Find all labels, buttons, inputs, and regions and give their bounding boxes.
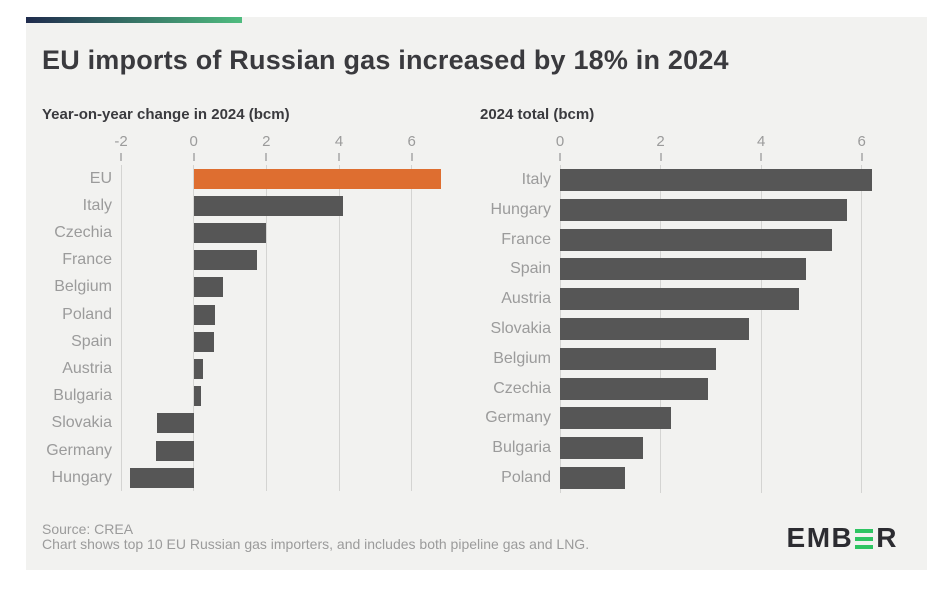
- tick-mark-0: [559, 153, 561, 161]
- row-label-czechia: Czechia: [54, 224, 112, 241]
- tick-label--2: -2: [114, 133, 128, 150]
- logo-text-emb: EMB: [786, 522, 854, 553]
- right-chart-subtitle: 2024 total (bcm): [480, 106, 595, 123]
- gridline-x2: [265, 165, 267, 492]
- bar-austria: [560, 288, 799, 311]
- row-label-eu: EU: [89, 169, 112, 187]
- bar-hungary: [560, 198, 847, 221]
- row-label-spain: Spain: [510, 260, 551, 278]
- tick-label-6: 6: [857, 133, 866, 150]
- row-label-belgium: Belgium: [493, 349, 551, 367]
- tick-label-4: 4: [334, 133, 344, 150]
- yoy-change-bar-chart: -2 0 2 4 6 EU Italy Czechia France Belgium Poland S…: [26, 17, 927, 570]
- row-label-czechia: Czechia: [493, 379, 551, 397]
- bar-czechia: [560, 377, 709, 400]
- bar-bulgaria: [560, 437, 643, 460]
- bar-belgium: [193, 277, 223, 298]
- logo-text-r: R: [876, 522, 898, 553]
- bar-eu: [193, 168, 441, 189]
- logo-e-bars-icon: [855, 528, 874, 550]
- bar-germany: [560, 407, 671, 430]
- bar-austria: [193, 359, 203, 379]
- bar-italy: [560, 168, 872, 191]
- bar-hungary: [130, 467, 194, 488]
- chart-title: EU imports of Russian gas increased by 1…: [42, 45, 729, 75]
- tick-label-6: 6: [407, 133, 416, 150]
- row-label-austria: Austria: [501, 290, 551, 308]
- gridline-x6: [861, 165, 863, 493]
- row-label-slovakia: Slovakia: [51, 414, 112, 432]
- row-label-germany: Germany: [485, 409, 551, 427]
- gridline-x0: [193, 165, 195, 492]
- bar-belgium: [560, 347, 716, 370]
- note-text: Chart shows top 10 EU Russian gas import…: [42, 535, 590, 552]
- row-label-poland: Poland: [501, 468, 551, 486]
- row-label-bulgaria: Bulgaria: [492, 439, 551, 457]
- tick-mark-2: [659, 153, 662, 161]
- row-label-italy: Italy: [82, 196, 112, 214]
- left-chart-subtitle: Year-on-year change in 2024 (bcm): [42, 106, 290, 123]
- row-label-bulgaria: Bulgaria: [53, 387, 112, 405]
- tick-mark-6: [860, 153, 863, 161]
- total-2024-bar-chart: 0 2 4 6 Italy Hungary France Spain Austria Slovak…: [26, 17, 927, 570]
- tick-label-4: 4: [756, 133, 766, 150]
- bar-slovakia: [560, 317, 749, 340]
- row-label-france: France: [501, 230, 551, 248]
- tick-mark-2: [265, 153, 268, 161]
- bar-spain: [193, 331, 214, 352]
- tick-mark--2: [120, 153, 122, 161]
- tick-mark-4: [338, 153, 340, 161]
- chart-card: EU imports of Russian gas increased by 1…: [26, 17, 927, 570]
- source-text: Source: CREA: [42, 521, 134, 537]
- bar-bulgaria: [193, 386, 201, 407]
- tick-mark-0: [192, 153, 195, 161]
- gridline-x4: [338, 165, 340, 492]
- bar-slovakia: [157, 413, 194, 434]
- gridline-x6: [411, 165, 413, 492]
- row-label-germany: Germany: [46, 441, 112, 459]
- row-label-hungary: Hungary: [490, 200, 551, 218]
- tick-label-0: 0: [189, 133, 198, 150]
- row-label-spain: Spain: [71, 332, 112, 350]
- tick-label-2: 2: [262, 133, 271, 150]
- gridline-x-2: [120, 165, 122, 492]
- bar-spain: [560, 258, 807, 281]
- row-label-austria: Austria: [62, 360, 112, 377]
- row-label-hungary: Hungary: [51, 468, 112, 486]
- tick-label-2: 2: [656, 133, 665, 150]
- bar-germany: [155, 440, 194, 461]
- bar-czechia: [193, 223, 267, 243]
- brand-gradient-bar: [26, 17, 242, 23]
- row-label-france: France: [62, 251, 112, 269]
- gridline-x4: [760, 165, 762, 493]
- bar-france: [560, 228, 832, 251]
- tick-label-0: 0: [555, 133, 565, 150]
- tick-mark-6: [410, 153, 413, 161]
- bar-poland: [193, 304, 216, 325]
- bar-france: [193, 250, 258, 271]
- row-label-poland: Poland: [62, 305, 112, 323]
- bar-poland: [560, 466, 626, 489]
- row-label-slovakia: Slovakia: [490, 319, 551, 337]
- ember-logo: EMB R: [787, 522, 898, 554]
- bar-italy: [193, 195, 343, 216]
- tick-mark-4: [760, 153, 763, 161]
- row-label-belgium: Belgium: [54, 278, 112, 296]
- footer: Source: CREA Chart shows top 10 EU Russi…: [42, 522, 589, 551]
- row-label-italy: Italy: [521, 170, 551, 188]
